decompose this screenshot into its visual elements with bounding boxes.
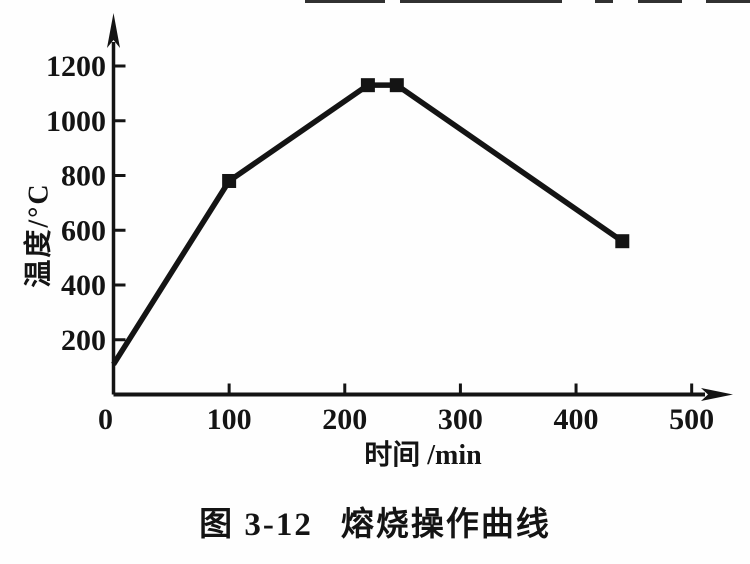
y-tick-label: 200 [61, 324, 106, 357]
scan-artifact [595, 0, 613, 3]
data-line [111, 82, 624, 366]
x-tick-label: 0 [98, 403, 113, 436]
x-tick-label: 500 [669, 403, 714, 436]
y-tick-label: 800 [61, 160, 106, 193]
temperature-curve-chart: 200 400 600 800 1000 1200 0 100 200 300 400 500 温度/… [6, 13, 733, 471]
scan-artifact [305, 0, 385, 3]
y-axis-label-text: 温度/°C [24, 182, 56, 288]
y-axis-arrow-icon [107, 13, 120, 48]
data-point-marker [389, 78, 404, 93]
x-tick-label: 200 [322, 403, 367, 436]
scan-artifact [638, 0, 682, 3]
x-tick-label: 400 [554, 403, 599, 436]
data-point-marker [360, 78, 375, 93]
figure-caption-title: 熔烧操作曲线 [340, 507, 551, 543]
y-tick-label: 1200 [46, 50, 106, 83]
figure-caption-number: 图 3-12 [199, 507, 313, 543]
figure-caption: 图 3-12 熔烧操作曲线 [0, 497, 750, 545]
y-tick-label: 1000 [46, 105, 106, 138]
x-tick-label: 100 [207, 403, 252, 436]
data-point-marker [615, 234, 630, 249]
data-point-marker [222, 173, 237, 188]
chart-canvas: 200 400 600 800 1000 1200 0 100 200 300 400 500 [46, 13, 733, 436]
scan-artifact [706, 0, 750, 3]
y-tick-label: 600 [61, 214, 106, 247]
x-axis-arrow-icon [701, 388, 733, 401]
y-tick-label: 400 [61, 269, 106, 302]
x-axis-label: 时间 /min [364, 440, 482, 471]
y-axis-label: 温度/°C [6, 140, 68, 330]
x-tick-label: 300 [438, 403, 483, 436]
scan-artifact [400, 0, 562, 3]
